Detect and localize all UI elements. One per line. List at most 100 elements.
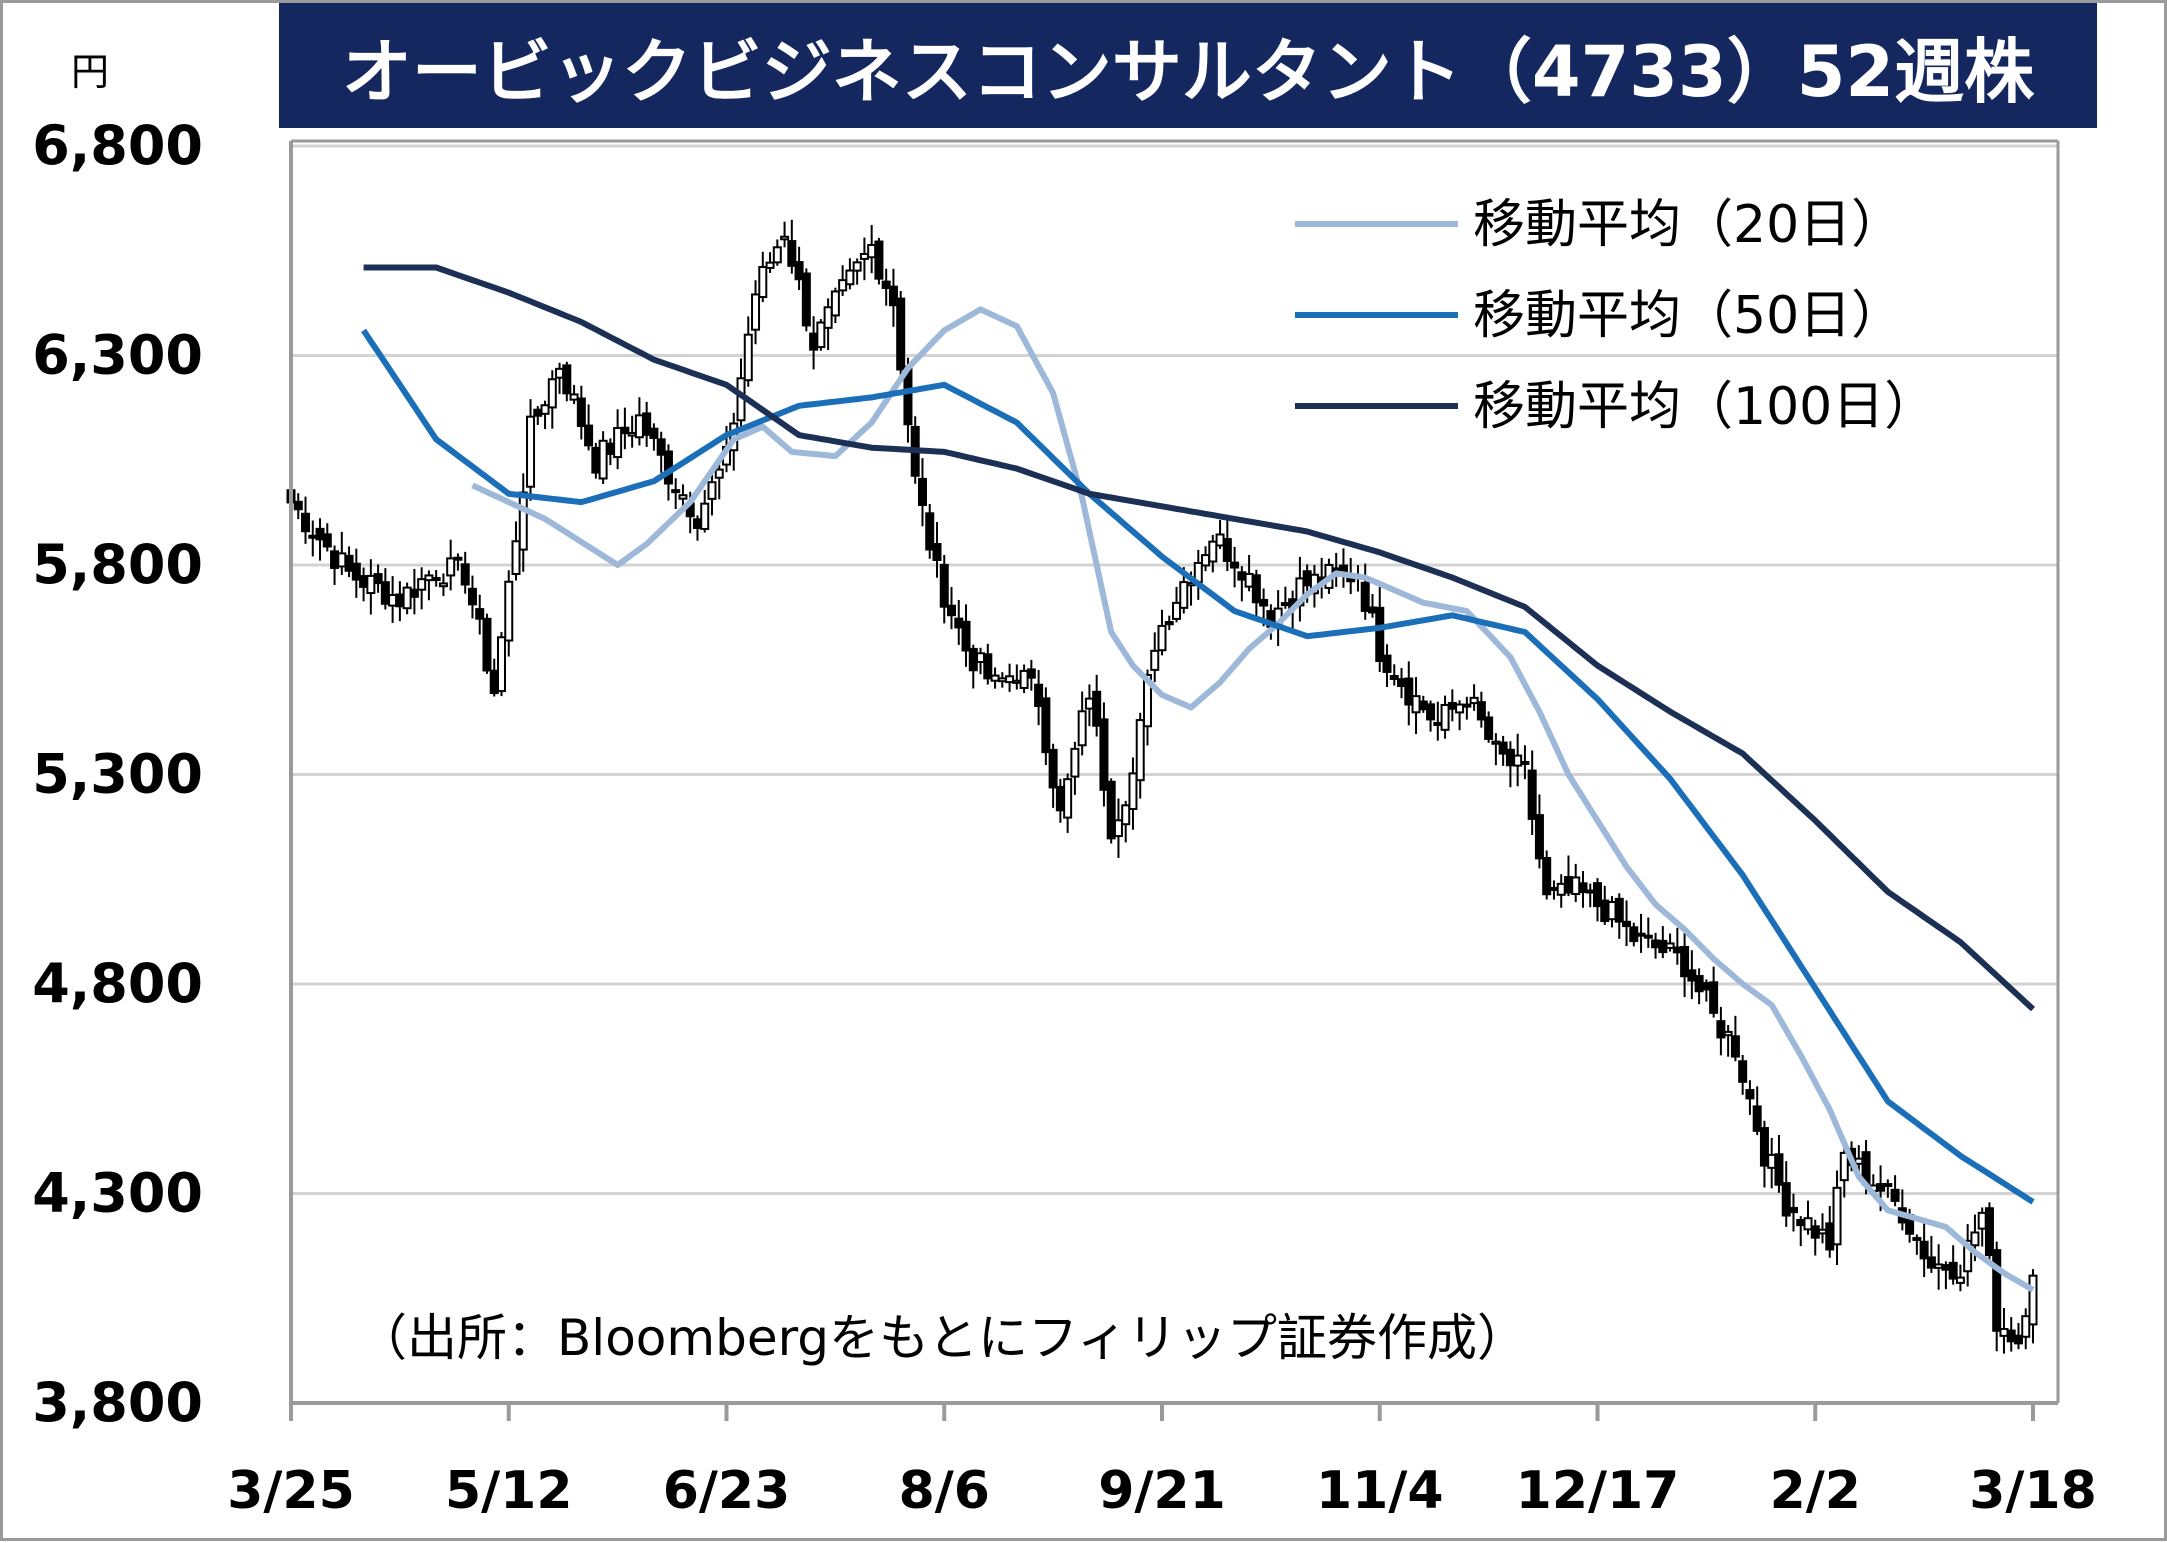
candle-body — [1092, 690, 1102, 727]
candle-body — [801, 272, 811, 327]
candlestick — [700, 489, 710, 533]
candlestick — [1665, 933, 1675, 952]
candle-body — [758, 266, 768, 299]
candle-body — [1818, 1228, 1828, 1235]
candlestick — [888, 268, 898, 327]
candlestick — [961, 604, 971, 667]
candlestick — [874, 237, 884, 285]
candle-body — [1999, 1327, 2009, 1337]
candlestick — [591, 442, 601, 479]
candle-body — [1106, 780, 1116, 840]
candle-body — [896, 297, 906, 371]
candlestick — [794, 246, 804, 291]
candlestick — [1201, 546, 1211, 572]
candle-body — [1026, 668, 1036, 679]
candle-body — [1752, 1105, 1762, 1132]
candlestick — [1948, 1245, 1958, 1285]
candlestick — [1578, 870, 1588, 908]
candle-body — [2021, 1315, 2031, 1338]
candlestick — [1404, 661, 1414, 726]
candlestick — [1745, 1080, 1755, 1115]
candlestick — [1331, 552, 1341, 587]
candlestick — [1150, 632, 1160, 683]
candlestick — [1193, 549, 1203, 600]
candlestick — [402, 582, 412, 615]
candle-body — [388, 593, 398, 607]
candlestick — [605, 438, 615, 466]
candle-body — [947, 604, 957, 617]
candle-body — [598, 439, 608, 480]
candlestick — [562, 361, 572, 402]
candle-body — [511, 540, 521, 576]
candle-body — [867, 243, 877, 259]
candlestick — [1208, 534, 1218, 573]
candlestick — [1926, 1235, 1936, 1273]
x-tick-label: 3/25 — [227, 1461, 355, 1521]
candle-body — [1585, 889, 1595, 894]
y-tick-label: 4,800 — [32, 952, 203, 1015]
candle-body — [409, 588, 419, 598]
candlestick — [301, 496, 311, 544]
candle-body — [1622, 920, 1632, 928]
candlestick — [1005, 663, 1015, 692]
candle-body — [1469, 696, 1479, 705]
candlestick — [1128, 757, 1138, 830]
candlestick — [1890, 1175, 1900, 1207]
candle-body — [649, 427, 659, 439]
candlestick — [1963, 1224, 1973, 1287]
candlestick — [976, 647, 986, 675]
candle-body — [540, 404, 550, 415]
candle-body — [1651, 939, 1661, 949]
candle-body — [678, 494, 688, 500]
candle-body — [2006, 1329, 2016, 1343]
candle-body — [1926, 1256, 1936, 1269]
candlestick — [627, 415, 637, 448]
candlestick — [954, 600, 964, 645]
candle-body — [1070, 747, 1080, 778]
candle-body — [1687, 969, 1697, 982]
candlestick — [1680, 932, 1690, 998]
candlestick — [598, 431, 608, 484]
candle-body — [1476, 701, 1486, 721]
candle-body — [1549, 886, 1559, 891]
candlestick — [787, 219, 797, 274]
candlestick — [867, 224, 877, 274]
candle-body — [1600, 899, 1610, 923]
candle-body — [1055, 785, 1065, 812]
candlestick — [1455, 700, 1465, 731]
candle-body — [1672, 946, 1682, 954]
candlestick — [780, 221, 790, 248]
x-tick-label: 11/4 — [1316, 1461, 1444, 1521]
candle-body — [1520, 760, 1530, 765]
candle-body — [1135, 719, 1145, 782]
candlestick — [1796, 1216, 1806, 1247]
candlestick — [1048, 743, 1058, 808]
candlestick — [947, 586, 957, 630]
candle-body — [1179, 581, 1189, 609]
candle-body — [1048, 748, 1058, 789]
candlestick — [1440, 695, 1450, 739]
candle-body — [1411, 695, 1421, 714]
candle-body — [380, 581, 390, 605]
candlestick — [816, 319, 826, 351]
candle-body — [322, 533, 332, 548]
candlestick — [1157, 609, 1167, 656]
candle-body — [293, 500, 303, 511]
candlestick — [1549, 880, 1559, 900]
candlestick — [620, 407, 630, 450]
candle-body — [555, 367, 565, 379]
candle-body — [1005, 675, 1015, 684]
candlestick — [671, 478, 681, 510]
candlestick — [801, 268, 811, 332]
candlestick — [453, 553, 463, 571]
candlestick — [417, 567, 427, 610]
x-tick-label: 12/17 — [1516, 1461, 1680, 1521]
candle-body — [1556, 882, 1566, 896]
candle-body — [1941, 1264, 1951, 1271]
candle-body — [1948, 1261, 1958, 1280]
candlestick — [1919, 1223, 1929, 1278]
x-tick-label: 9/21 — [1098, 1461, 1226, 1521]
candlestick — [751, 280, 761, 345]
candlestick — [2013, 1322, 2023, 1350]
candle-body — [1810, 1225, 1820, 1239]
